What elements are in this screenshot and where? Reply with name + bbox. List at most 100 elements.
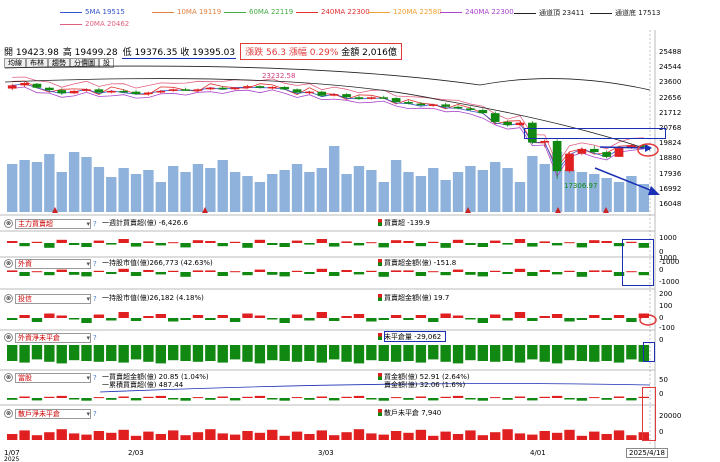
retail-oi-bar [168, 430, 179, 440]
panel-close-icon[interactable]: ⊗ [4, 294, 13, 303]
panel-selector[interactable]: ⊗ 主力買賣超 ▾? [4, 218, 97, 229]
candle-body [7, 85, 17, 89]
foreign-bar [180, 272, 191, 277]
pct-label: 漲幅 [288, 48, 307, 58]
tab-settings[interactable]: 設 [99, 58, 114, 68]
trust-bar [638, 313, 649, 318]
panel-line1: 一持股市值(億)266,773 (42.63%) [102, 258, 213, 268]
panel-close-icon[interactable]: ⊗ [4, 219, 13, 228]
trust-bar [440, 313, 451, 318]
event-marker [555, 207, 561, 213]
main-force-bar [490, 240, 501, 243]
help-icon[interactable]: ? [93, 373, 97, 382]
trust-bar [118, 312, 129, 318]
legend-label: 5MA 19515 [85, 8, 125, 16]
panel-close-icon[interactable]: ⊗ [4, 373, 13, 382]
main-force-bar [589, 240, 600, 243]
foreign-bar [576, 272, 588, 277]
price-tick: 20768 [659, 124, 682, 132]
tab-trend[interactable]: 趨勢 [48, 58, 70, 68]
volume-bar [638, 184, 649, 212]
retail-oi-bar [353, 429, 365, 440]
main-force-bar [118, 239, 129, 243]
trust-bar [465, 318, 476, 320]
panel-select[interactable]: 主力買賣超 ▾ [15, 218, 91, 229]
dealer-bar [613, 396, 625, 398]
foreign-bar [465, 272, 476, 275]
volume-bar [19, 160, 30, 212]
help-icon[interactable]: ? [93, 409, 97, 418]
candle-body [305, 91, 314, 94]
dealer-bar [390, 397, 402, 399]
change-box: 漲跌 56.3 漲幅 0.29% 金額 2,016億 [240, 43, 402, 60]
volume-bar [81, 157, 92, 212]
price-axis: 25488 24544 23600 22656 21712 20768 19824 18880… [655, 0, 720, 215]
main-force-bar [192, 240, 204, 243]
ma-line [12, 83, 644, 172]
panel-select[interactable]: 投信 ▾ [15, 293, 91, 304]
main-force-bar [130, 243, 142, 247]
open-interest-bar [403, 345, 414, 361]
trust-bar [514, 312, 526, 318]
legend-item: 通道底 17513 [590, 8, 661, 18]
main-force-bar [329, 243, 340, 247]
panel-close-icon[interactable]: ⊗ [4, 409, 13, 418]
panel-selector[interactable]: ⊗ 投信 ▾? [4, 293, 97, 304]
panel-selector[interactable]: ⊗ 外資淨未平倉 ▾? [4, 332, 97, 343]
help-icon[interactable]: ? [93, 333, 97, 342]
open-interest-bar [502, 345, 513, 361]
main-force-bar [205, 241, 216, 243]
panel-close-icon[interactable]: ⊗ [4, 259, 13, 268]
panel-close-icon[interactable]: ⊗ [4, 333, 13, 342]
volume-bar [576, 172, 588, 212]
panel-select[interactable]: 當股 ▾ [15, 372, 91, 383]
low-label: 17306.97 [564, 182, 597, 190]
dealer-bar [93, 397, 105, 399]
volume-bar [217, 160, 228, 212]
panel-select[interactable]: 外資淨未平倉 ▾ [15, 332, 91, 343]
trust-bar [155, 314, 166, 318]
foreign-bar [291, 270, 303, 272]
panel-value-text: 一持股市值(億)26,182 (4.18%) [102, 294, 204, 302]
main-force-bar [514, 239, 526, 243]
panel-select[interactable]: 外資 ▾ [15, 258, 91, 269]
dealer-bar [539, 396, 550, 398]
legend-item: 240MA 22300 [296, 8, 370, 16]
panel-selector[interactable]: ⊗ 外資 ▾? [4, 258, 97, 269]
main-force-bar [93, 240, 105, 243]
open-interest-bar [106, 345, 117, 361]
dealer-bar [168, 398, 179, 400]
panel-selector[interactable]: ⊗ 散戶淨未平倉 ▾? [4, 408, 97, 419]
volume-bar [44, 154, 55, 212]
volume-bar [564, 170, 575, 212]
tab-volume-profile[interactable]: 分價圖 [70, 58, 99, 68]
trust-bar [93, 314, 105, 318]
panel-value-text: 散戶未平倉 7,940 [384, 409, 442, 417]
open-interest-bar [19, 345, 30, 363]
foreign-bar [267, 272, 278, 275]
retail-oi-bar [415, 429, 427, 440]
help-icon[interactable]: ? [93, 259, 97, 268]
series-swatch [378, 294, 382, 301]
volume-bar [626, 176, 637, 212]
candle-body [32, 83, 42, 88]
legend-label: 120MA 22580 [393, 8, 442, 16]
foreign-bar [353, 272, 365, 275]
panel-select[interactable]: 散戶淨未平倉 ▾ [15, 408, 91, 419]
retail-oi-bar [366, 433, 377, 440]
retail-oi-bar [403, 432, 414, 440]
retail-oi-bar [180, 435, 191, 440]
trust-bar [329, 318, 340, 321]
trust-bar [130, 318, 142, 321]
help-icon[interactable]: ? [93, 219, 97, 228]
candle-body [515, 122, 525, 126]
dealer-bar [490, 397, 501, 399]
open-interest-bar [205, 345, 216, 361]
open-interest-bar [93, 345, 105, 362]
foreign-bar [7, 270, 18, 272]
foreign-bar [638, 272, 649, 276]
panel-selector[interactable]: ⊗ 當股 ▾? [4, 372, 97, 383]
main-force-bar [217, 243, 228, 247]
help-icon[interactable]: ? [93, 294, 97, 303]
